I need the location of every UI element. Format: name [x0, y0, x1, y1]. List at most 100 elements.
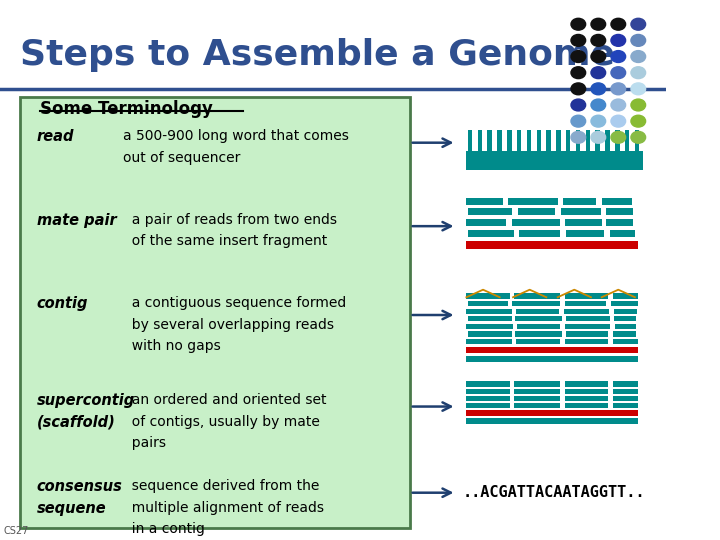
Text: in a contig: in a contig — [123, 522, 205, 536]
Bar — [567, 316, 610, 321]
Bar — [513, 301, 560, 306]
Circle shape — [571, 83, 585, 95]
Text: Some Terminology: Some Terminology — [40, 99, 213, 118]
Bar — [565, 339, 608, 344]
Text: a pair of reads from two ends: a pair of reads from two ends — [123, 213, 337, 227]
Circle shape — [631, 115, 646, 127]
Text: multiple alignment of reads: multiple alignment of reads — [123, 501, 324, 515]
Bar — [468, 130, 472, 151]
Bar — [606, 130, 610, 151]
Circle shape — [591, 35, 606, 46]
Text: sequene: sequene — [37, 501, 107, 516]
Bar — [565, 396, 608, 401]
Bar — [467, 396, 510, 401]
Circle shape — [591, 99, 606, 111]
Bar — [614, 316, 636, 321]
Circle shape — [571, 131, 585, 143]
Circle shape — [571, 115, 585, 127]
Circle shape — [611, 67, 626, 79]
Bar — [514, 389, 559, 394]
Bar — [467, 339, 512, 344]
Bar — [576, 130, 580, 151]
Bar — [467, 356, 638, 362]
Bar — [467, 410, 638, 416]
Bar — [516, 308, 559, 314]
Bar — [546, 130, 551, 151]
Bar — [613, 331, 636, 336]
Bar — [565, 293, 608, 299]
Bar — [508, 198, 558, 205]
Bar — [467, 403, 510, 408]
Bar — [467, 323, 513, 329]
Circle shape — [611, 115, 626, 127]
Bar — [487, 130, 492, 151]
Bar — [566, 130, 570, 151]
Bar — [565, 381, 608, 387]
Bar — [469, 208, 512, 215]
Text: an ordered and oriented set: an ordered and oriented set — [123, 393, 327, 407]
Bar — [602, 198, 631, 205]
Bar — [585, 130, 590, 151]
Bar — [467, 389, 510, 394]
Circle shape — [591, 67, 606, 79]
Bar — [565, 323, 611, 329]
Bar — [518, 208, 555, 215]
Circle shape — [591, 83, 606, 95]
Bar — [565, 301, 606, 306]
Circle shape — [571, 18, 585, 30]
Circle shape — [631, 18, 646, 30]
Circle shape — [571, 35, 585, 46]
Circle shape — [631, 99, 646, 111]
Bar — [515, 331, 562, 336]
Bar — [467, 418, 638, 424]
Bar — [467, 151, 643, 161]
Bar — [477, 130, 482, 151]
Bar — [565, 219, 602, 226]
Bar — [514, 396, 559, 401]
Bar — [507, 130, 512, 151]
Bar — [613, 381, 638, 387]
Bar — [467, 219, 506, 226]
Bar — [613, 396, 638, 401]
Text: mate pair: mate pair — [37, 213, 117, 228]
Bar — [469, 331, 512, 336]
Bar — [556, 130, 561, 151]
Circle shape — [631, 131, 646, 143]
Bar — [514, 403, 559, 408]
Circle shape — [631, 83, 646, 95]
Bar — [611, 301, 638, 306]
Bar — [610, 230, 635, 237]
Bar — [516, 339, 560, 344]
Text: contig: contig — [37, 296, 88, 311]
Circle shape — [591, 18, 606, 30]
Bar — [519, 230, 560, 237]
Bar — [515, 316, 562, 321]
Bar — [467, 161, 643, 170]
Text: a contiguous sequence formed: a contiguous sequence formed — [123, 296, 346, 310]
Bar — [613, 308, 637, 314]
Bar — [567, 331, 608, 336]
Bar — [517, 323, 560, 329]
Circle shape — [571, 99, 585, 111]
Bar — [606, 219, 633, 226]
Bar — [498, 130, 502, 151]
Circle shape — [591, 131, 606, 143]
Circle shape — [611, 99, 626, 111]
Text: out of sequencer: out of sequencer — [123, 151, 240, 165]
FancyBboxPatch shape — [20, 97, 410, 528]
Text: supercontig: supercontig — [37, 393, 135, 408]
Text: by several overlapping reads: by several overlapping reads — [123, 318, 334, 332]
Bar — [536, 130, 541, 151]
Circle shape — [611, 18, 626, 30]
Bar — [467, 381, 510, 387]
Circle shape — [591, 51, 606, 63]
Bar — [615, 323, 636, 329]
Bar — [565, 389, 608, 394]
Circle shape — [631, 35, 646, 46]
Bar — [615, 130, 619, 151]
Bar — [467, 241, 638, 249]
Bar — [625, 130, 629, 151]
Bar — [613, 403, 638, 408]
Bar — [467, 198, 503, 205]
Bar — [467, 347, 638, 353]
